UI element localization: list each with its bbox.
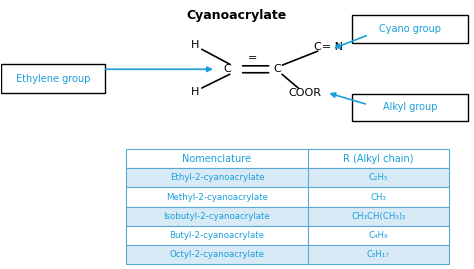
Text: Cyanoacrylate: Cyanoacrylate xyxy=(187,9,287,22)
Text: CH₃CH(CH₃)₂: CH₃CH(CH₃)₂ xyxy=(351,212,406,221)
Text: Ethyl-2-cyanoacrylate: Ethyl-2-cyanoacrylate xyxy=(170,174,264,182)
Text: Methyl-2-cyanoacrylate: Methyl-2-cyanoacrylate xyxy=(166,193,268,201)
FancyBboxPatch shape xyxy=(353,16,468,43)
Text: CH₃: CH₃ xyxy=(370,193,386,201)
FancyBboxPatch shape xyxy=(353,94,468,121)
Bar xyxy=(126,226,449,245)
Text: Nomenclature: Nomenclature xyxy=(182,154,252,164)
Bar xyxy=(126,245,449,264)
Text: Isobutyl-2-cyanoacrylate: Isobutyl-2-cyanoacrylate xyxy=(164,212,270,221)
Text: H: H xyxy=(191,40,199,50)
Text: =: = xyxy=(247,53,257,63)
Bar xyxy=(126,187,449,207)
Text: C: C xyxy=(273,64,281,74)
Bar xyxy=(126,168,449,187)
Text: R (Alkyl chain): R (Alkyl chain) xyxy=(343,154,414,164)
Text: Octyl-2-cyanoacrylate: Octyl-2-cyanoacrylate xyxy=(170,250,264,259)
Text: Ethylene group: Ethylene group xyxy=(16,74,91,84)
Text: C₈H₁₇: C₈H₁₇ xyxy=(367,250,390,259)
Text: C= N: C= N xyxy=(314,42,343,52)
Text: C₂H₅: C₂H₅ xyxy=(369,174,388,182)
Text: H: H xyxy=(191,87,199,97)
Text: COOR: COOR xyxy=(289,88,322,98)
Text: Butyl-2-cyanoacrylate: Butyl-2-cyanoacrylate xyxy=(170,231,264,240)
Text: Cyano group: Cyano group xyxy=(379,24,441,34)
Text: C₄H₉: C₄H₉ xyxy=(369,231,388,240)
Text: Alkyl group: Alkyl group xyxy=(383,102,438,112)
Text: C: C xyxy=(224,64,231,74)
Bar xyxy=(126,207,449,226)
Bar xyxy=(126,149,449,168)
FancyBboxPatch shape xyxy=(1,64,105,93)
